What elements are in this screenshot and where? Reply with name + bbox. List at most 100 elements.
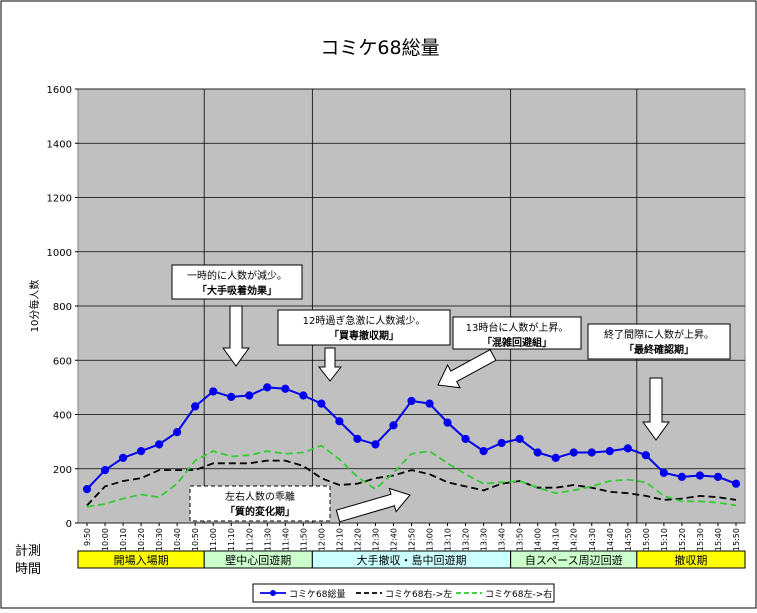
annotation-line-1: 13時台に人数が上昇。 [466,321,569,334]
data-point [551,453,560,462]
y-tick-label: 1200 [47,194,72,205]
y-tick-label: 1600 [47,85,72,96]
phase-label: 開場入場期 [114,554,169,567]
x-tick-label: 11:40 [281,528,290,551]
annotation-line-1: 終了間際に人数が上昇。 [604,328,714,341]
x-axis: 9:50 10:00 10:10 10:20 10:30 10:40 10:50 11:00 1… [83,523,741,551]
x-tick-label: 10:00 [101,528,110,551]
x-tick-label: 12:50 [408,528,417,551]
data-point [497,438,506,448]
x-tick-label: 11:50 [299,528,308,551]
data-point [605,447,614,456]
data-point [461,434,470,444]
annotation-line-2: 「大手吸着効果」 [197,284,277,297]
x-tick-label: 10:40 [173,528,182,551]
x-tick-label: 15:10 [660,528,669,551]
data-point [353,434,362,444]
annotation-arrow [222,305,250,367]
x-tick-label: 12:10 [335,528,344,551]
data-point [118,453,128,462]
data-point [425,399,434,408]
y-tick-label: 800 [53,302,72,313]
phase-label: 壁中心回遊期 [225,553,291,567]
annotation-arrow [642,377,670,441]
phase-row: 開場入場期 壁中心回遊期 大手撤収・島中回遊期 自スペース周辺回遊 撤収期 [77,550,746,569]
data-point [533,448,542,457]
phase-label: 自スペース周辺回遊 [525,553,623,567]
x-tick-label: 15:30 [696,528,705,551]
grid [78,88,745,524]
data-point [245,391,254,400]
data-point [623,444,632,453]
x-tick-label: 12:40 [389,528,398,551]
y-axis: 0 200 400 600 800 1000 1200 1400 1600 [47,85,78,530]
data-point [695,471,705,480]
legend-label: コミケ68総量 [289,588,345,600]
x-tick-label: 13:10 [444,528,453,551]
series-layer [82,383,741,508]
data-point [335,417,344,426]
phase-cell [636,550,746,569]
annotation-line-2: 「最終確認期」 [624,343,694,356]
data-point [263,383,272,392]
legend-label: コミケ68左->右 [485,588,552,600]
data-point [407,396,416,406]
x-tick-label: 13:40 [498,528,507,551]
annotation-line-1: 12時過ぎ急激に人数減少。 [303,314,426,327]
x-tick-label: 15:00 [642,528,651,551]
x-tick-label: 12:30 [371,528,380,551]
data-point [479,447,488,456]
x-tick-label: 10:10 [119,528,128,551]
data-point [191,402,200,411]
data-point [173,428,182,437]
chart-title: コミケ68総量 [320,37,439,59]
data-point [317,399,326,408]
x-tick-label: 14:00 [534,528,543,551]
data-point [677,472,687,481]
annotation-line-2: 「買専撤収期」 [329,329,399,342]
annotation-arrow [437,349,497,389]
annotation-arrow [335,487,411,523]
annotation-line-2: 「質的変化期」 [225,505,295,518]
data-point [659,468,668,477]
x-tick-label: 12:00 [317,528,326,551]
x-tick-label: 13:30 [480,528,489,551]
x-tick-label: 9:50 [83,528,92,546]
x-tick-label: 13:00 [426,528,435,551]
annotation-box [452,316,582,350]
x-tick-label: 11:20 [245,528,254,551]
x-tick-label: 12:20 [353,528,362,551]
data-point [443,418,452,427]
x-tick-label: 14:30 [588,528,597,551]
x-tick-label: 13:20 [462,528,471,551]
x-tick-label: 11:30 [263,528,272,551]
data-point [389,421,398,430]
phase-label: 撤収期 [674,553,707,567]
series-line-1 [86,459,737,507]
data-point [281,384,290,393]
y-tick-label: 1000 [47,248,72,259]
annotation-box [171,264,303,300]
x-tick-label: 15:40 [714,528,723,551]
y-tick-label: 400 [53,411,72,422]
annotation-box [277,309,451,346]
x-tick-label: 10:20 [137,528,146,551]
data-point [299,391,308,400]
annotation-arrow [317,347,343,382]
series-line-2 [86,444,737,508]
x-axis-label-line2: 時間 [15,562,41,577]
x-tick-label: 10:30 [155,528,164,551]
data-point [100,466,110,475]
x-axis-label-line1: 計測 [15,543,41,559]
annotation-line-1: 一時的に人数が減少。 [187,269,287,282]
phase-label: 大手撤収・島中回遊期 [357,553,467,567]
x-tick-label: 14:10 [552,528,561,551]
legend-label: コミケ68右->左 [385,588,452,600]
x-tick-label: 15:20 [678,528,687,551]
annotation-box [587,323,731,360]
annotation-line-2: 「混雑回避組」 [482,336,552,349]
x-tick-label: 14:20 [570,528,579,551]
x-tick-label: 14:50 [624,528,633,551]
data-point [136,447,146,456]
